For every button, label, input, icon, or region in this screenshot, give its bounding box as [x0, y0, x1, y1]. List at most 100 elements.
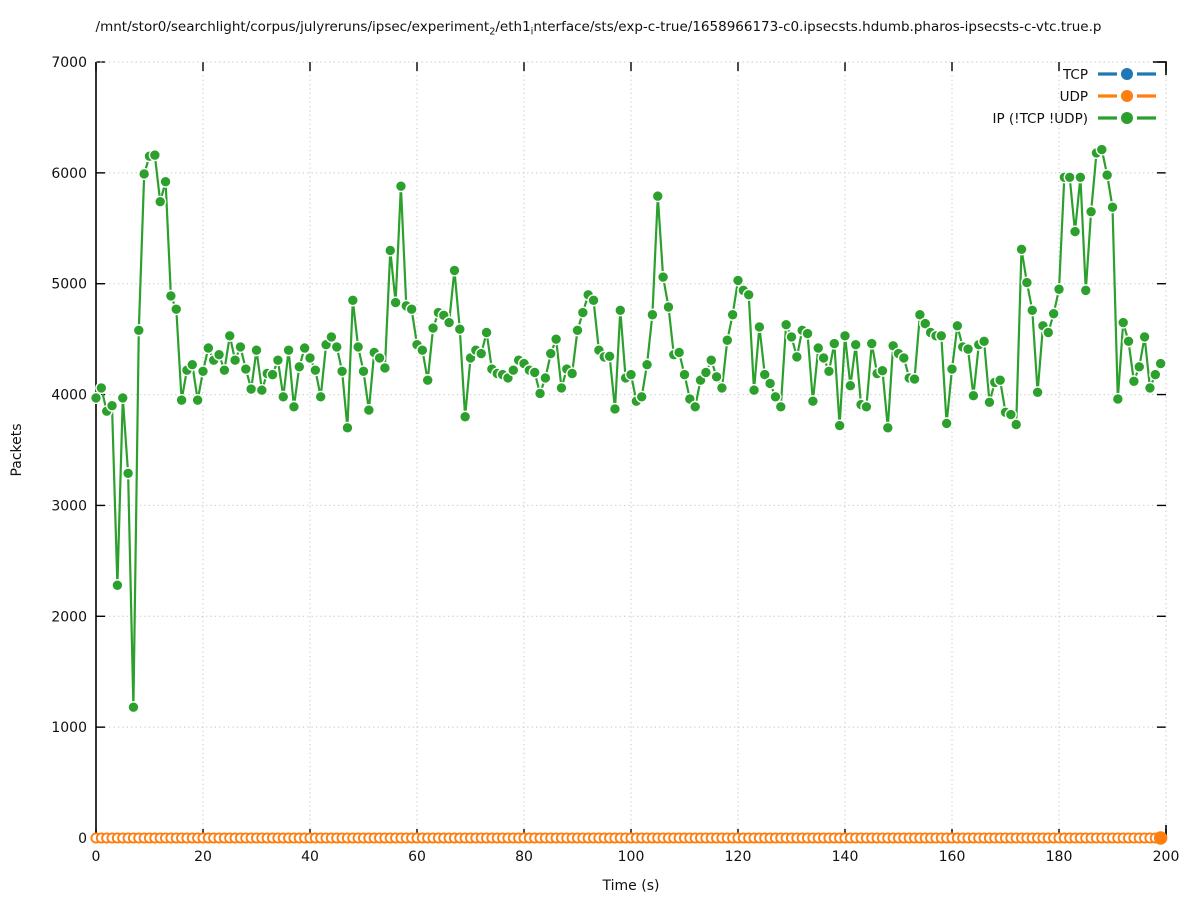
ip-data-point: [191, 394, 204, 407]
ip-data-point: [646, 308, 659, 321]
ip-data-point: [336, 365, 349, 378]
title-text: nterface/sts/exp-c-true/1658966173-c0.ip…: [533, 19, 1102, 35]
x-tick-label: 120: [725, 849, 752, 865]
x-tick-label: 180: [1046, 849, 1073, 865]
ip-data-point: [138, 167, 151, 181]
ip-data-point: [699, 366, 713, 379]
ip-data-point: [919, 317, 932, 330]
ip-data-point: [287, 400, 301, 413]
ip-data-point: [651, 190, 664, 203]
ip-data-point: [838, 329, 852, 342]
x-tick-label: 100: [618, 849, 645, 865]
ip-data-point: [785, 330, 798, 344]
ip-data-point: [186, 358, 199, 371]
x-tick-label: 80: [515, 849, 533, 865]
ip-data-point: [245, 382, 258, 396]
ip-data-point: [742, 288, 755, 301]
ip-data-point: [961, 343, 975, 356]
ip-data-point: [175, 394, 188, 407]
ip-data-point: [806, 395, 820, 408]
y-tick-label: 1000: [51, 720, 87, 736]
ip-data-point: [1042, 326, 1055, 339]
ip-data-point: [1052, 283, 1066, 296]
ip-data-point: [753, 320, 766, 334]
title-subscript: 2: [489, 26, 496, 38]
ip-data-point: [309, 364, 322, 377]
ip-data-point: [1063, 171, 1076, 184]
y-tick-label: 6000: [51, 166, 87, 182]
ip-data-point: [298, 341, 311, 355]
ip-data-point: [373, 351, 386, 365]
ip-data-point: [234, 340, 247, 354]
title-text: /eth1: [495, 19, 531, 35]
ip-data-point: [897, 351, 910, 365]
ip-data-point: [1031, 386, 1044, 399]
ip-data-point: [801, 327, 814, 340]
chart-title: /mnt/stor0/searchlight/corpus/julyreruns…: [0, 19, 1197, 38]
ip-data-point: [405, 303, 418, 316]
ip-data-point: [587, 294, 600, 307]
ip-data-point: [1143, 381, 1157, 395]
ip-data-point: [293, 360, 306, 373]
ip-data-point: [453, 323, 466, 336]
ip-data-point: [913, 308, 927, 321]
ip-data-point: [608, 402, 622, 416]
legend-sample-marker: [1121, 90, 1133, 102]
ip-data-point: [860, 400, 873, 413]
ip-data-point: [945, 362, 959, 376]
ip-data-point: [544, 347, 557, 360]
legend-label-ip: IP (!TCP !UDP): [992, 111, 1088, 127]
ip-data-point: [817, 351, 830, 365]
corner-bracket-top-right: [1153, 61, 1167, 75]
ip-data-point: [223, 329, 236, 342]
x-tick-label: 0: [92, 849, 101, 865]
ip-data-point: [480, 326, 493, 339]
ip-series-line: [95, 148, 1162, 709]
ip-data-point: [780, 318, 793, 331]
ip-data-point: [212, 348, 226, 361]
ip-data-point: [1026, 304, 1039, 317]
ip-data-point: [731, 274, 745, 287]
ip-data-point: [154, 195, 167, 208]
ip-data-point: [763, 377, 777, 390]
ip-data-point: [164, 289, 178, 303]
ip-data-point: [1015, 243, 1028, 256]
legend-label-tcp: TCP: [1062, 67, 1088, 83]
ip-data-point: [1149, 368, 1162, 381]
ip-data-point: [378, 361, 392, 375]
title-text: /mnt/stor0/searchlight/corpus/julyreruns…: [95, 19, 490, 35]
ip-data-point: [325, 330, 338, 344]
ip-data-point: [528, 366, 541, 379]
ip-data-point: [255, 384, 268, 397]
ip-data-point: [421, 374, 434, 387]
ip-data-point: [689, 400, 702, 413]
ip-data-point: [983, 396, 996, 409]
ip-data-point: [1122, 335, 1135, 348]
ip-data-point: [357, 365, 370, 378]
ip-data-point: [656, 270, 670, 284]
ip-data-point: [127, 701, 140, 714]
ip-data-point: [951, 319, 964, 332]
ip-data-point: [1111, 392, 1124, 406]
x-tick-label: 60: [408, 849, 426, 865]
ip-data-point: [977, 335, 991, 348]
ip-data-point: [346, 294, 359, 307]
ip-data-point: [812, 341, 825, 355]
legend-sample-marker: [1121, 68, 1133, 80]
ip-data-point: [352, 340, 365, 354]
ip-data-point: [148, 149, 161, 162]
ip-data-point: [459, 410, 472, 423]
ip-data-point: [1047, 307, 1060, 320]
ip-data-point: [1020, 276, 1034, 289]
ip-data-point: [196, 365, 210, 378]
ip-data-point: [507, 364, 520, 377]
ip-data-point: [475, 347, 488, 360]
y-tick-label: 2000: [51, 609, 87, 625]
ip-data-point: [229, 354, 242, 367]
ip-data-point: [95, 381, 108, 395]
ip-data-point: [844, 379, 857, 392]
ip-data-point: [250, 344, 263, 357]
ip-data-point: [566, 367, 579, 380]
ip-data-point: [769, 390, 782, 403]
ip-data-point: [116, 391, 129, 404]
